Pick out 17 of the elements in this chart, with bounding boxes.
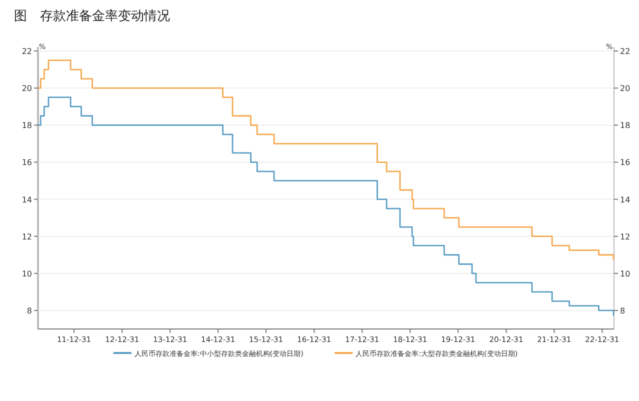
y2-tick-label: 12 (620, 232, 630, 242)
y-tick-label: 18 (22, 121, 32, 130)
y2-tick-label: 18 (620, 121, 630, 130)
y2-tick-label: 22 (620, 47, 630, 56)
y-tick-label: 12 (22, 232, 32, 242)
y2-tick-label: 16 (620, 158, 630, 168)
title: 图 存款准备金率变动情况 (14, 9, 170, 24)
y-tick-label: 16 (22, 158, 32, 168)
y-tick-label: 8 (26, 306, 32, 316)
y2-tick-label: 8 (620, 306, 626, 316)
y2-tick-label: 10 (620, 269, 630, 278)
y2-tick-label: 20 (620, 84, 630, 94)
y-tick-label: 14 (22, 195, 32, 204)
y-tick-label: 10 (22, 269, 32, 278)
y2-tick-label: 14 (620, 195, 630, 204)
y-tick-label: 20 (22, 84, 32, 94)
y-tick-label: 22 (22, 47, 32, 56)
